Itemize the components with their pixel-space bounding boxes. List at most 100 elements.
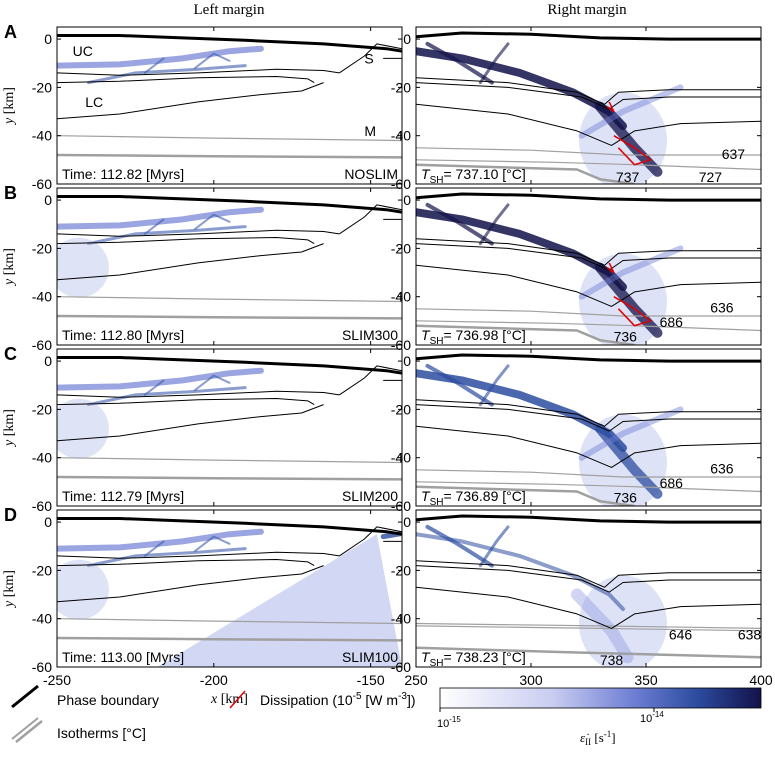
row-D: D 0 0 -20 -20 -40 -40 -60 -60 y [km] Time: 113.00 …: [2, 505, 762, 675]
panel-letter: D: [4, 505, 17, 525]
left-lower-crust-top: [57, 398, 315, 406]
left-upper-lower-crust-boundary: [57, 229, 340, 237]
time-label: Time: 112.80 [Myrs]: [62, 327, 184, 343]
left-ytick-label: -20: [32, 240, 52, 256]
left-shear-band-lower: [86, 64, 247, 85]
left-shear-branch-2: [194, 52, 231, 70]
right-upper-lower-crust-boundary: [416, 238, 761, 266]
left-diffuse-deformation: [57, 559, 109, 620]
left-moho: [57, 565, 324, 603]
left-upper-lower-crust-boundary: [57, 551, 340, 559]
right-ytick-label: -20: [391, 240, 411, 256]
right-panel-frame: [415, 509, 762, 668]
right-isotherm-2: [416, 481, 761, 493]
right-ytick-label: -20: [391, 401, 411, 417]
right-panel-content: [416, 192, 761, 345]
legend-dissipation-label: Dissipation (10-5 [W m-3]): [260, 691, 416, 708]
right-shear-branch-2: [478, 203, 510, 246]
right-isotherm-1: [416, 308, 761, 317]
left-ytick-label: 0: [44, 192, 52, 208]
left-ytick-label: -40: [32, 450, 52, 466]
left-surface-boundary: [57, 195, 402, 214]
left-lower-crust-top: [57, 76, 315, 84]
right-isotherm-2: [416, 159, 761, 171]
colorbar-min-label: 10-15: [437, 715, 461, 730]
right-surface-boundary: [416, 31, 761, 41]
right-ytick-label: 0: [403, 31, 411, 47]
right-lower-crust-top: [416, 404, 761, 432]
right-surface-boundary: [416, 192, 761, 202]
left-ytick-label: -60: [32, 176, 52, 192]
left-xtick-label: -200: [200, 672, 228, 688]
right-moho: [416, 425, 761, 468]
left-ytick-label: -60: [32, 498, 52, 514]
panel-letter: A: [4, 22, 17, 42]
right-upper-lower-crust-boundary: [416, 77, 761, 105]
left-ytick-label: 0: [44, 31, 52, 47]
right-isotherm-2: [416, 320, 761, 332]
right-dissipation-contour: [613, 135, 652, 166]
y-axis-label: y [km]: [2, 409, 17, 448]
isotherm-label: 636: [710, 461, 734, 477]
left-panel-frame: [56, 26, 403, 185]
left-fault-fan: [157, 534, 402, 667]
right-isotherm-3: [416, 324, 635, 345]
legend: Phase boundary Isotherms [°C] Dissipatio…: [11, 684, 762, 747]
right-conjugate-band: [578, 245, 684, 300]
time-label: Time: 112.79 [Myrs]: [62, 488, 184, 504]
left-panel-frame: [56, 187, 403, 346]
isotherm-label: 738: [600, 652, 624, 668]
time-label: Time: 112.82 [Myrs]: [62, 166, 184, 182]
left-shear-branch-1: [143, 218, 165, 235]
left-isotherm-1: [57, 135, 402, 142]
right-isotherm-1: [416, 622, 761, 629]
left-ytick-label: -40: [32, 289, 52, 305]
model-label: NOSLIM: [344, 166, 398, 182]
left-ytick-label: 0: [44, 514, 52, 530]
left-diffuse-deformation: [57, 237, 109, 298]
left-sediment-wedge: [339, 43, 402, 74]
left-panel-frame: [56, 509, 403, 668]
right-moho: [416, 103, 761, 146]
right-upper-lower-crust-boundary: [416, 399, 761, 427]
left-ytick-label: -20: [32, 401, 52, 417]
isotherm-label: 736: [614, 490, 638, 506]
left-shear-band-lower: [86, 547, 247, 568]
right-ytick-label: 0: [403, 514, 411, 530]
left-sediment-wedge: [339, 204, 402, 235]
isotherm-label: 637: [722, 146, 746, 162]
right-ytick-label: -20: [391, 562, 411, 578]
right-slab-shear-zone: [595, 423, 663, 499]
right-moho: [416, 586, 761, 629]
left-shear-band-lower: [86, 386, 247, 407]
isotherm-label: 727: [699, 169, 723, 185]
left-shear-branch-1: [143, 57, 165, 74]
isotherm-label: 736: [614, 329, 638, 345]
left-isotherm-2: [57, 636, 402, 642]
legend-isotherm-swatch-1: [11, 717, 39, 740]
left-sediment-wedge: [339, 526, 402, 557]
tsh-label: TSH= 737.10 [°C]: [421, 166, 526, 186]
colorbar: [439, 687, 762, 709]
model-label: SLIM300: [342, 327, 398, 343]
right-isotherm-3: [416, 646, 761, 659]
left-surface-boundary: [57, 356, 402, 375]
right-shear-branch-2: [478, 525, 510, 568]
left-shear-band-upper: [57, 45, 264, 69]
left-ytick-label: -20: [32, 562, 52, 578]
row-A: A 0 0-20 -20-40 -40-60 -60y [km]Time: 112.82 …: [2, 22, 762, 192]
right-ytick-label: -40: [391, 611, 411, 627]
left-upper-lower-crust-boundary: [57, 68, 340, 76]
left-panel-content: [57, 195, 402, 320]
left-upper-lower-crust-boundary: [57, 390, 340, 398]
right-ytick-label: -20: [391, 79, 411, 95]
region-label-s: S: [364, 50, 373, 66]
left-panel-content: [57, 517, 402, 667]
colorbar-mid-label: 10-14: [640, 710, 664, 725]
left-ytick-label: -20: [32, 79, 52, 95]
tsh-label: TSH= 736.89 [°C]: [421, 488, 526, 508]
right-surface-boundary: [416, 514, 761, 524]
y-axis-label: y [km]: [2, 570, 17, 609]
left-isotherm-1: [57, 296, 402, 303]
right-shear-branch-1: [425, 524, 494, 568]
